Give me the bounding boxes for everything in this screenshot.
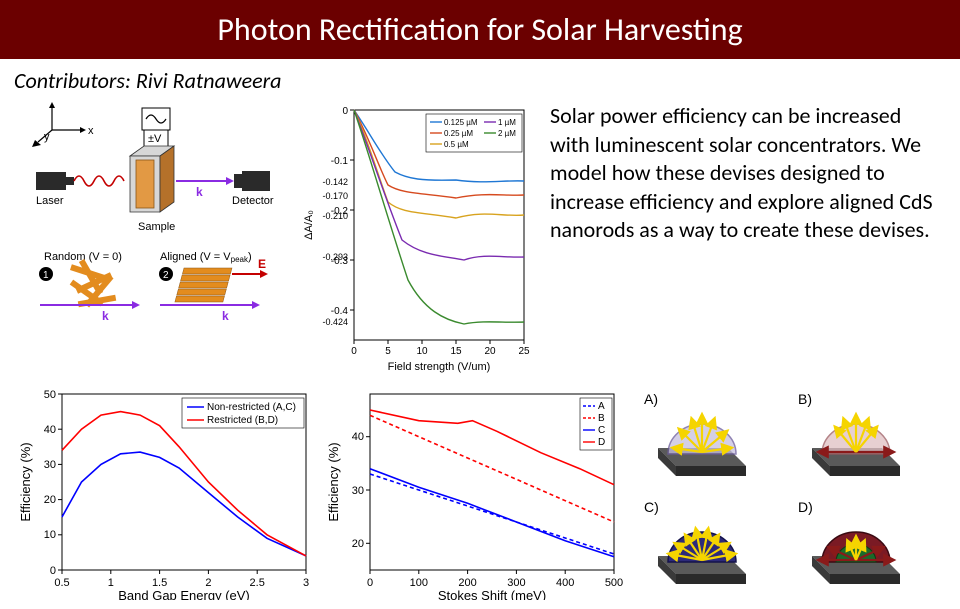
- svg-text:Aligned (V = Vpeak): Aligned (V = Vpeak): [160, 251, 252, 264]
- svg-text:z: z: [48, 100, 54, 103]
- svg-text:2.5: 2.5: [250, 577, 265, 589]
- svg-text:ΔA/A₀: ΔA/A₀: [303, 210, 315, 240]
- svg-text:B: B: [598, 413, 605, 424]
- svg-text:Restricted (B,D): Restricted (B,D): [207, 415, 278, 426]
- svg-text:Band Gap Energy (eV): Band Gap Energy (eV): [118, 588, 250, 600]
- svg-text:0: 0: [351, 346, 357, 357]
- svg-text:100: 100: [410, 577, 428, 589]
- svg-text:k: k: [222, 309, 229, 323]
- detector-icon: k Detector: [176, 171, 274, 207]
- svg-text:Non-restricted (A,C): Non-restricted (A,C): [207, 402, 296, 413]
- voltage-source-icon: ±V: [142, 108, 170, 152]
- svg-text:0: 0: [367, 577, 373, 589]
- svg-text:1: 1: [43, 270, 49, 281]
- svg-text:5: 5: [385, 346, 391, 357]
- bandgap-legend: Non-restricted (A,C) Restricted (B,D): [182, 398, 304, 428]
- svg-text:-0.170: -0.170: [322, 191, 348, 201]
- stokes-legend: A B C D: [580, 398, 612, 450]
- stokes-chart: 20 30 40 0 100 200 300 400 500 Stokes Sh…: [326, 386, 624, 600]
- dome-B: B): [798, 391, 900, 476]
- field-chart-legend: 0.125 µM 0.25 µM 0.5 µM 1 µM 2 µM: [426, 114, 522, 152]
- svg-text:3: 3: [303, 577, 309, 589]
- svg-text:x: x: [88, 125, 94, 137]
- svg-text:0: 0: [342, 106, 348, 117]
- svg-text:Field strength (V/um): Field strength (V/um): [388, 361, 491, 373]
- svg-text:1 µM: 1 µM: [498, 118, 516, 127]
- svg-text:50: 50: [44, 389, 56, 401]
- svg-text:Detector: Detector: [232, 195, 274, 207]
- svg-text:0.5: 0.5: [54, 577, 69, 589]
- svg-text:C): C): [644, 499, 659, 515]
- axes-icon: x z y: [32, 100, 94, 147]
- svg-text:-0.293: -0.293: [322, 252, 348, 262]
- bandgap-chart: 0 10 20 30 40 50 0.5 1 1.5 2 2.5 3 Band …: [18, 386, 316, 600]
- schematic-panel: x z y ±V Laser: [30, 100, 280, 380]
- svg-text:10: 10: [416, 346, 428, 357]
- svg-text:1: 1: [108, 577, 114, 589]
- laser-icon: Laser: [36, 172, 124, 207]
- svg-text:40: 40: [44, 424, 56, 436]
- svg-text:500: 500: [605, 577, 623, 589]
- aligned-state-icon: Aligned (V = Vpeak) 2 E k: [159, 251, 268, 323]
- svg-text:0.125 µM: 0.125 µM: [444, 118, 478, 127]
- svg-text:25: 25: [518, 346, 530, 357]
- dome-C: C): [644, 499, 746, 584]
- svg-text:10: 10: [44, 529, 56, 541]
- svg-text:400: 400: [556, 577, 574, 589]
- svg-text:2 µM: 2 µM: [498, 129, 516, 138]
- svg-text:A: A: [598, 401, 605, 412]
- svg-text:C: C: [598, 425, 605, 436]
- dome-A: A): [644, 391, 746, 476]
- svg-text:y: y: [44, 131, 50, 143]
- svg-text:±V: ±V: [148, 133, 162, 145]
- random-state-icon: Random (V = 0) 1 k: [39, 251, 140, 323]
- svg-text:20: 20: [352, 538, 364, 550]
- field-strength-chart: 0 -0.1 -0.2 -0.3 -0.4 -0.142 -0.170 -0.2…: [300, 100, 538, 375]
- svg-text:Laser: Laser: [36, 195, 64, 207]
- page-title: Photon Rectification for Solar Harvestin…: [0, 0, 960, 59]
- svg-text:-0.210: -0.210: [322, 211, 348, 221]
- svg-text:k: k: [102, 309, 109, 323]
- svg-text:k: k: [196, 185, 203, 199]
- schematic-svg: x z y ±V Laser: [30, 100, 280, 380]
- svg-text:A): A): [644, 391, 658, 407]
- dome-panel: A) B): [640, 390, 950, 604]
- summary-text: Solar power efficiency can be increased …: [550, 102, 945, 245]
- contributors-line: Contributors: Rivi Ratnaweera: [0, 59, 960, 100]
- svg-text:-0.142: -0.142: [322, 177, 348, 187]
- svg-text:D: D: [598, 437, 605, 448]
- svg-text:-0.1: -0.1: [331, 156, 349, 167]
- svg-text:Efficiency (%): Efficiency (%): [326, 442, 341, 521]
- svg-text:Stokes Shift (meV): Stokes Shift (meV): [438, 588, 546, 600]
- svg-text:D): D): [798, 499, 813, 515]
- svg-text:-0.4: -0.4: [331, 306, 349, 317]
- svg-text:-0.424: -0.424: [322, 317, 348, 327]
- svg-text:0.25 µM: 0.25 µM: [444, 129, 473, 138]
- sample-icon: Sample: [130, 146, 175, 233]
- svg-text:20: 20: [44, 494, 56, 506]
- svg-text:40: 40: [352, 431, 364, 443]
- svg-text:15: 15: [450, 346, 462, 357]
- svg-text:Efficiency (%): Efficiency (%): [18, 442, 33, 521]
- svg-text:30: 30: [44, 459, 56, 471]
- svg-text:30: 30: [352, 485, 364, 497]
- svg-text:0.5 µM: 0.5 µM: [444, 140, 469, 149]
- svg-text:Sample: Sample: [138, 221, 175, 233]
- svg-text:0: 0: [50, 565, 56, 577]
- svg-text:20: 20: [484, 346, 496, 357]
- dome-D: D): [798, 499, 900, 584]
- svg-text:B): B): [798, 391, 812, 407]
- svg-text:E: E: [258, 257, 266, 271]
- svg-text:2: 2: [163, 270, 169, 281]
